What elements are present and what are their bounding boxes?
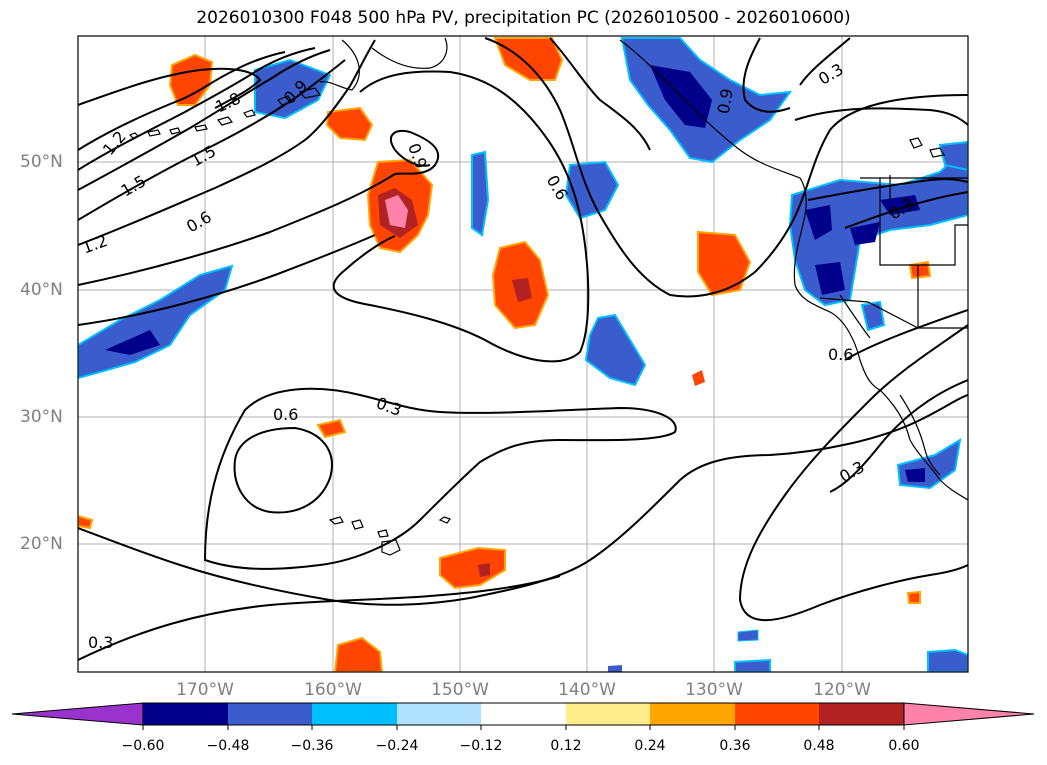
precip-area [325,106,374,142]
precip-area [333,636,384,672]
contour-label: 0.3 [88,633,113,652]
coastlines [128,37,968,556]
lat-label: 30°N [20,407,63,427]
lon-label: 150°W [431,680,489,700]
precip-area [906,590,921,604]
precip-area [927,648,968,672]
colorbar-extend-low [11,702,144,726]
contour-label: 0.6 [183,207,215,236]
precip-area [439,546,506,590]
precip-area [168,53,214,106]
colorbar-tick-label: −0.48 [206,738,250,754]
precip-area [493,37,564,81]
lon-label: 120°W [813,680,871,700]
precip-area [850,222,880,245]
contour-label: 0.6 [273,405,298,424]
colorbar-segment [228,703,312,725]
colorbar-extend-high [903,702,1035,726]
precip-area [908,260,932,280]
contour-label: 0.6 [828,345,853,364]
colorbar-tick-label: 0.24 [634,738,666,754]
colorbar-segment [397,703,481,725]
precip-area [385,195,408,228]
precip-area [478,563,490,577]
map-title: 2026010300 F048 500 hPa PV, precipitatio… [196,8,851,28]
colorbar-tick-label: 0.36 [719,738,751,754]
colorbar [11,702,1035,730]
precip-area [737,629,759,642]
map-frame [77,35,969,673]
lon-label: 140°W [558,680,616,700]
colorbar-tick-label: 0.48 [803,738,835,754]
colorbar-segment [312,703,397,725]
precip-positive-areas [78,37,932,672]
colorbar-segment [735,703,819,725]
precip-area [692,370,705,386]
colorbar-tick-label: 0.60 [888,738,920,754]
precip-area [734,658,771,672]
lat-label: 20°N [20,534,63,554]
colorbar-tick-label: −0.36 [290,738,334,754]
lat-label: 40°N [20,280,63,300]
contour-label: 1.5 [118,171,150,200]
lat-label: 50°N [20,152,63,172]
lon-label: 170°W [176,680,234,700]
precip-area [697,230,752,297]
colorbar-segment [819,703,904,725]
precip-area [512,278,532,302]
contour-label: 0.3 [374,393,404,420]
precip-area [564,160,620,220]
colorbar-segment [481,703,566,725]
pv-contours [78,37,968,661]
contour-label: 0.9 [714,87,737,115]
colorbar-segment [650,703,735,725]
precip-area [805,205,832,240]
precip-area [471,150,490,237]
colorbar-tick-label: −0.60 [121,738,165,754]
precip-area [254,58,332,120]
precip-area [896,438,962,490]
precip-area [584,313,647,387]
colorbar-segment [143,703,228,725]
precip-area [938,140,968,172]
precip-area [815,262,845,295]
contour-label: 0.3 [836,457,868,486]
precip-area [78,514,94,530]
precip-area [608,665,622,672]
colorbar-tick-label: −0.24 [375,738,419,754]
precip-area [860,300,886,332]
lon-label: 160°W [304,680,362,700]
lon-label: 130°W [685,680,743,700]
precip-area [316,418,347,439]
colorbar-tick-label: 0.12 [550,738,582,754]
precip-area [105,330,160,355]
precip-area [905,468,925,482]
colorbar-segment [566,703,650,725]
colorbar-tick-label: −0.12 [459,738,503,754]
